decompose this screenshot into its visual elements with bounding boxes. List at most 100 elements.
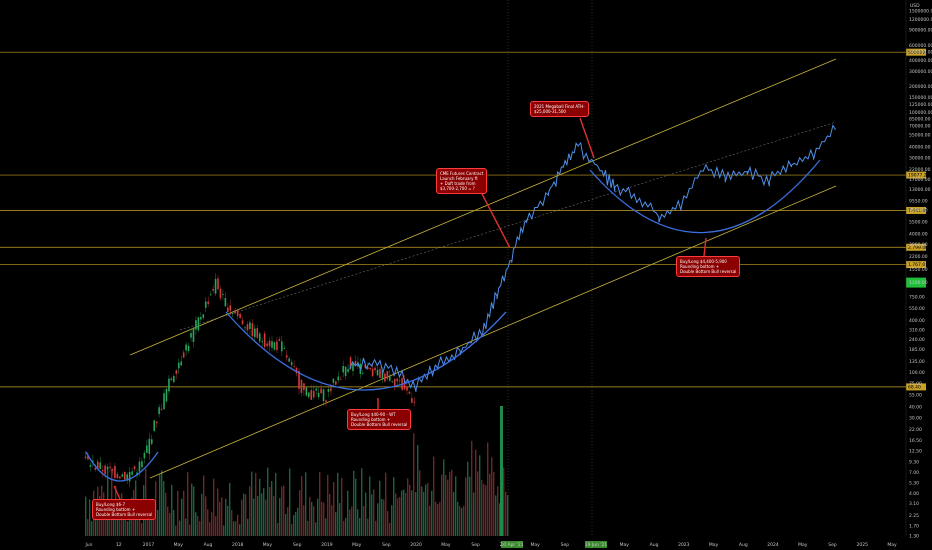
annotation-buy-long-4400: Buy/Long $4,400-5,900 Rounding bottom + … <box>676 256 741 277</box>
candle-body <box>342 366 344 373</box>
x-tick-label: May <box>620 542 630 548</box>
candle-body <box>320 388 322 394</box>
candle-body <box>325 400 327 403</box>
volume-bar <box>87 519 89 536</box>
candle-body <box>332 378 335 383</box>
candle-body <box>352 362 354 371</box>
volume-bar <box>215 516 217 536</box>
annotation-cme-futures: CME Futures Contract Launch February ft … <box>436 168 488 194</box>
candle-body <box>84 456 87 458</box>
candle-body <box>349 357 352 369</box>
volume-bar <box>277 522 279 536</box>
candle-body <box>288 358 290 362</box>
y-tick-label: 16.50 <box>909 438 922 444</box>
y-tick-label: 400.00 <box>909 318 925 324</box>
x-highlight-badge <box>501 541 523 548</box>
candle-body <box>293 365 295 367</box>
x-tick-label: 2017 <box>143 542 155 548</box>
volume-bar <box>455 476 457 536</box>
candle-body <box>219 288 222 299</box>
volume-bar <box>327 474 329 536</box>
volume-bar <box>333 482 335 536</box>
y-tick-label: 135.00 <box>909 359 925 365</box>
volume-bar <box>379 480 381 536</box>
candle-body <box>160 408 163 410</box>
y-tick-label: 3000.00 <box>909 242 928 248</box>
price-level-badge <box>906 48 926 56</box>
volume-bar <box>347 490 349 536</box>
volume-bar <box>421 486 423 536</box>
volume-bar <box>437 504 439 536</box>
volume-bar <box>397 498 399 536</box>
volume-bar <box>369 476 371 536</box>
y-tick-label: 55000.00 <box>909 133 931 139</box>
volume-bar <box>183 490 185 536</box>
x-axis: Jun 12 2017 May Aug 2018 May Sep 2019 May Sep 2020 M… <box>84 541 897 548</box>
volume-bar <box>495 495 497 536</box>
y-tick-label: 400000.00 <box>909 58 932 64</box>
candle-body <box>276 341 278 351</box>
volume-bar <box>281 486 283 536</box>
price-series <box>349 124 837 393</box>
volume-bar <box>297 507 299 536</box>
volume-bar <box>167 506 169 536</box>
volume-bar <box>507 495 509 536</box>
volume-bar <box>181 498 183 536</box>
volume-bar <box>233 521 235 536</box>
candle-body <box>126 474 129 481</box>
candle-body <box>165 388 168 402</box>
volume-bar <box>429 505 431 536</box>
candle-body <box>344 366 347 377</box>
candle-body <box>234 309 236 314</box>
candle-body <box>229 305 232 311</box>
candle-body <box>202 314 205 318</box>
candle-body <box>271 341 273 348</box>
y-tick-label: 300000.00 <box>909 69 932 75</box>
y-tick-label: 75.00 <box>909 381 922 387</box>
candle-body <box>227 307 229 312</box>
bowl-arc-2022 <box>589 159 821 234</box>
annotation-pointer <box>703 237 707 257</box>
volume-bar <box>449 471 451 536</box>
volume-bar <box>409 484 411 536</box>
volume-bar <box>243 493 245 536</box>
x-tick-label: Sep <box>382 542 391 548</box>
x-tick-label: Aug <box>650 542 659 548</box>
candle-body <box>168 378 170 392</box>
price-level-badge <box>906 206 926 214</box>
y-tick-label: 13000.00 <box>909 187 931 193</box>
volume-bar <box>503 467 505 536</box>
candle-body <box>241 320 244 325</box>
x-tick-label: May <box>798 542 808 548</box>
volume-bar <box>491 457 493 536</box>
volume-bar <box>191 483 193 536</box>
y-tick-label: 2.25 <box>909 513 919 519</box>
volume-bar <box>459 506 461 536</box>
x-tick-label: Aug <box>204 542 213 548</box>
candle-body <box>133 466 136 469</box>
candle-body <box>273 342 276 350</box>
y-tick-label: 17000.00 <box>909 177 931 183</box>
volume-bar <box>381 499 383 536</box>
volume-bar <box>195 512 197 536</box>
volume-bar <box>399 497 401 536</box>
volume-bar <box>353 470 355 536</box>
annotation-buy-long-6: Buy/Long $6-7 Rounding bottom + Double B… <box>92 499 157 520</box>
volume-bar <box>439 502 441 536</box>
candle-body <box>246 324 249 331</box>
y-tick-label: 12.50 <box>909 448 922 454</box>
volume-bar <box>361 468 363 536</box>
volume-bar <box>187 472 189 536</box>
candle-body <box>381 370 384 380</box>
y-tick-label: 40000.00 <box>909 145 931 151</box>
candle-body <box>312 390 315 398</box>
volume-bar <box>157 509 159 536</box>
candle-body <box>362 372 364 374</box>
volume-bar <box>159 474 161 536</box>
candle-body <box>197 317 200 331</box>
x-tick-label: May <box>263 542 273 548</box>
y-tick-label: 1550.00 <box>909 267 928 273</box>
candle-body <box>239 313 241 318</box>
y-tick-label: 200000.00 <box>909 84 932 90</box>
volume-bar <box>231 509 233 536</box>
